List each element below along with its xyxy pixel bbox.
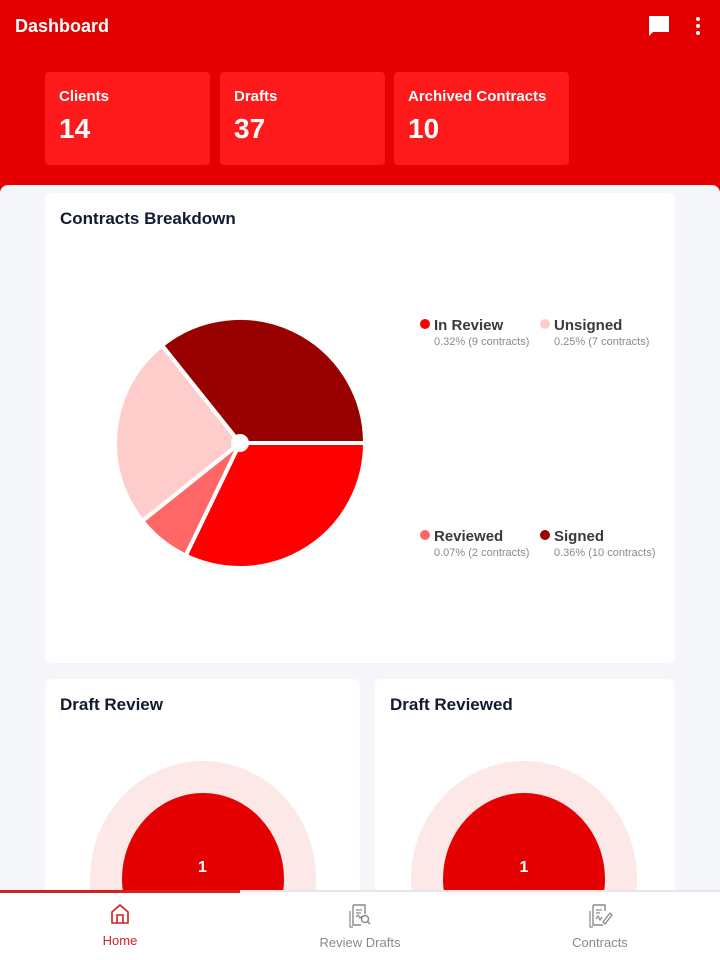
draft-reviewed-card: Draft Reviewed 1 <box>375 679 675 909</box>
stat-label: Drafts <box>234 88 278 105</box>
legend-dot <box>540 319 550 329</box>
review-drafts-icon <box>349 904 371 928</box>
legend-detail: 0.36% (10 contracts) <box>554 547 656 559</box>
legend-label: Reviewed <box>434 528 504 545</box>
nav-label: Review Drafts <box>319 935 401 950</box>
legend-label: In Review <box>434 317 504 334</box>
card-title: Draft Review <box>60 695 163 714</box>
draft-review-value: 1 <box>198 859 207 876</box>
contracts-pie-chart <box>113 316 368 570</box>
legend-dot <box>540 530 550 540</box>
stat-value: 14 <box>59 113 91 144</box>
stat-label: Clients <box>59 88 110 105</box>
card-title: Contracts Breakdown <box>60 209 236 228</box>
stat-card-archived-contracts[interactable]: Archived Contracts 10 <box>394 72 569 165</box>
legend-detail: 0.25% (7 contracts) <box>554 336 650 348</box>
contracts-icon <box>589 904 613 928</box>
draft-review-card: Draft Review 1 <box>45 679 360 909</box>
stat-label: Archived Contracts <box>408 88 547 105</box>
legend-item-in-review[interactable]: In Review 0.32% (9 contracts) <box>420 317 529 348</box>
nav-item-home[interactable]: Home <box>0 892 240 960</box>
legend-label: Unsigned <box>554 317 623 334</box>
nav-label: Home <box>102 933 138 948</box>
legend-item-reviewed[interactable]: Reviewed 0.07% (2 contracts) <box>420 528 529 559</box>
pie-slice-in-review[interactable] <box>183 441 368 570</box>
draft-review-slice[interactable] <box>122 793 284 909</box>
draft-reviewed-chart <box>411 761 637 909</box>
main-content: Contracts Breakdown In Review 0.32% (9 c… <box>0 185 720 909</box>
card-title: Draft Reviewed <box>390 695 513 714</box>
chat-icon[interactable] <box>647 14 671 38</box>
stat-value: 37 <box>234 113 266 144</box>
legend-detail: 0.32% (9 contracts) <box>434 336 530 348</box>
home-icon <box>111 904 129 924</box>
draft-review-chart <box>90 761 316 909</box>
pie-slice-unsigned[interactable] <box>113 342 243 524</box>
page-title: Dashboard <box>15 16 110 36</box>
contracts-breakdown-card: Contracts Breakdown In Review 0.32% (9 c… <box>45 193 675 663</box>
stat-card-clients[interactable]: Clients 14 <box>45 72 210 165</box>
nav-label: Contracts <box>572 935 628 950</box>
legend-label: Signed <box>554 528 605 545</box>
bottom-nav: Home Review Drafts Contracts <box>0 890 720 960</box>
legend-item-signed[interactable]: Signed 0.36% (10 contracts) <box>540 528 656 559</box>
app-header: Dashboard Clients 14 Drafts 37 Archived … <box>0 0 720 195</box>
legend-dot <box>420 530 430 540</box>
legend-item-unsigned[interactable]: Unsigned 0.25% (7 contracts) <box>540 317 649 348</box>
active-tab-indicator <box>0 890 240 893</box>
nav-item-contracts[interactable]: Contracts <box>480 892 720 960</box>
nav-item-review-drafts[interactable]: Review Drafts <box>240 892 480 960</box>
legend-detail: 0.07% (2 contracts) <box>434 547 530 559</box>
pie-slice-signed[interactable] <box>159 316 368 445</box>
legend-dot <box>420 319 430 329</box>
stat-value: 10 <box>408 113 440 144</box>
draft-reviewed-value: 1 <box>519 859 529 876</box>
stat-card-drafts[interactable]: Drafts 37 <box>220 72 385 165</box>
draft-reviewed-slice[interactable] <box>443 793 605 909</box>
more-vertical-icon[interactable] <box>686 14 710 38</box>
